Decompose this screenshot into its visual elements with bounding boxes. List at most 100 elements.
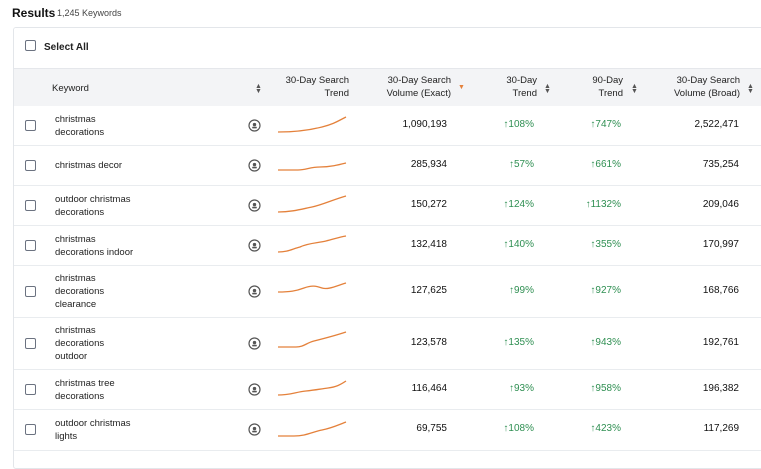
trend-90-day-value: ↑747% [590,119,621,130]
search-keyword-icon[interactable] [248,383,261,396]
row-checkbox[interactable] [25,240,36,251]
sort-90-day-trend-icon[interactable]: ▲ ▼ [631,83,638,95]
table-row[interactable]: outdoor christmas decorations 150,272 ↑1… [14,186,761,226]
column-header-search-trend-line2: Trend [324,88,349,99]
column-header-volume-broad-line2: Volume (Broad) [673,88,740,99]
volume-broad-value: 192,761 [702,337,739,348]
volume-exact-value: 69,755 [416,423,447,434]
table-header: Keyword ▲ ▼ 30-Day Search Trend 30-Day Se… [14,68,761,108]
table-row[interactable]: christmas decorations outdoor 123,578 ↑1… [14,318,761,370]
select-all-label[interactable]: Select All [44,42,89,53]
keyword-cell[interactable]: christmas decorations indoor [55,233,165,259]
select-all-checkbox[interactable] [25,40,36,51]
sort-30-day-trend-icon[interactable]: ▲ ▼ [544,83,551,95]
column-header-30-day-trend[interactable]: 30-Day Trend [484,74,537,100]
trend-90-day-value: ↑355% [590,239,621,250]
column-header-volume-exact-line2: Volume (Exact) [386,88,451,99]
keyword-cell[interactable]: christmas decorations clearance [55,272,165,311]
row-checkbox[interactable] [25,384,36,395]
trend-sparkline [277,282,347,293]
keyword-line: outdoor christmas [55,194,131,205]
column-header-search-trend-line1: 30-Day Search [285,75,349,86]
keyword-line: decorations [55,127,105,138]
search-keyword-icon[interactable] [248,285,261,298]
results-count: 1,245 Keywords [57,8,122,18]
table-row[interactable]: christmas tree decorations 116,464 ↑93% … [14,370,761,410]
search-keyword-icon[interactable] [248,239,261,252]
column-header-volume-exact-line1: 30-Day Search [387,75,451,86]
volume-broad-value: 209,046 [702,199,739,210]
trend-30-day-value: ↑135% [503,337,534,348]
row-checkbox[interactable] [25,120,36,131]
volume-exact-value: 285,934 [410,159,447,170]
results-header: Results 1,245 Keywords [0,0,761,27]
keyword-cell[interactable]: christmas decorations [55,113,165,139]
keyword-line: decorations [55,286,105,297]
sort-volume-broad-icon[interactable]: ▲ ▼ [747,83,754,95]
keyword-cell[interactable]: christmas decorations outdoor [55,324,165,363]
trend-30-day-value: ↑57% [508,159,534,170]
table-row[interactable]: outdoor christmas lights 69,755 ↑108% ↑4… [14,410,761,451]
row-checkbox[interactable] [25,338,36,349]
keyword-line: christmas decor [55,160,123,171]
table-row[interactable]: christmas decor 285,934 ↑57% ↑661% 735,2… [14,146,761,186]
search-keyword-icon[interactable] [248,337,261,350]
table-row[interactable]: christmas decorations 1,090,193 ↑108% ↑7… [14,106,761,146]
column-header-volume-exact[interactable]: 30-Day Search Volume (Exact) [369,74,451,100]
search-keyword-icon[interactable] [248,159,261,172]
volume-broad-value: 2,522,471 [694,119,740,130]
search-keyword-icon[interactable] [248,423,261,436]
row-checkbox[interactable] [25,200,36,211]
volume-broad-value: 196,382 [702,383,739,394]
keyword-cell[interactable]: outdoor christmas lights [55,417,165,443]
trend-90-day-value: ↑958% [590,383,621,394]
column-header-keyword[interactable]: Keyword [52,83,89,94]
keyword-line: outdoor christmas [55,418,131,429]
keyword-line: christmas tree [55,378,115,389]
trend-30-day-value: ↑93% [508,383,534,394]
search-keyword-icon[interactable] [248,119,261,132]
select-all-bar: Select All [14,28,761,68]
trend-90-day-value: ↑1132% [585,199,621,210]
search-keyword-icon[interactable] [248,199,261,212]
column-header-30-day-trend-line2: Trend [512,88,537,99]
results-title: Results [12,6,56,20]
column-header-90-day-trend-line1: 90-Day [592,75,623,86]
trend-30-day-value: ↑108% [503,423,534,434]
keyword-line: christmas [55,273,96,284]
trend-sparkline [278,331,347,348]
keyword-line: clearance [55,299,97,310]
row-checkbox[interactable] [25,424,36,435]
keyword-line: christmas [55,114,96,125]
sort-descending-icon[interactable]: ▼ [458,84,465,91]
results-table-panel: Select All Keyword ▲ ▼ 30-Day Search Tren… [13,27,761,469]
volume-broad-value: 170,997 [702,239,739,250]
row-checkbox[interactable] [25,160,36,171]
column-header-90-day-trend[interactable]: 90-Day Trend [571,74,623,100]
row-checkbox[interactable] [25,286,36,297]
column-header-30-day-trend-line1: 30-Day [506,75,537,86]
keyword-cell[interactable]: christmas tree decorations [55,377,165,403]
column-header-volume-broad[interactable]: 30-Day Search Volume (Broad) [651,74,740,100]
volume-exact-value: 132,418 [410,239,447,250]
keyword-cell[interactable]: outdoor christmas decorations [55,193,165,219]
column-header-search-trend: 30-Day Search Trend [271,74,349,100]
trend-30-day-value: ↑140% [503,239,534,250]
trend-30-day-value: ↑124% [503,199,534,210]
trend-sparkline [277,195,347,213]
keyword-line: christmas [55,234,96,245]
sort-keyword-icon[interactable]: ▲ ▼ [255,83,262,95]
table-row[interactable]: christmas decorations clearance 127,625 … [14,266,761,318]
volume-broad-value: 168,766 [702,285,739,296]
keyword-cell[interactable]: christmas decor [55,159,165,172]
volume-exact-value: 1,090,193 [402,119,448,130]
keyword-line: decorations indoor [55,247,134,258]
trend-30-day-value: ↑108% [503,119,534,130]
keyword-line: decorations [55,338,105,349]
volume-broad-value: 117,269 [703,423,739,434]
table-row[interactable]: christmas decorations indoor 132,418 ↑14… [14,226,761,266]
trend-30-day-value: ↑99% [508,285,534,296]
trend-sparkline [277,235,347,253]
trend-sparkline [278,421,347,437]
column-header-90-day-trend-line2: Trend [598,88,623,99]
